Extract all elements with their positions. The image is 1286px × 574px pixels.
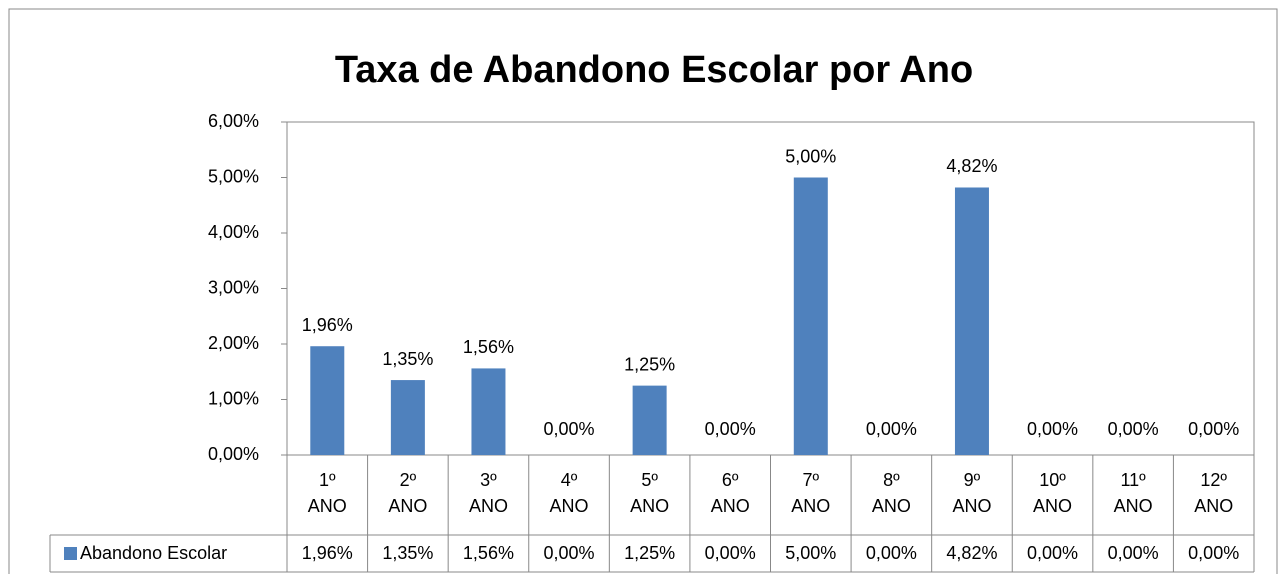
data-label: 0,00% xyxy=(1188,419,1239,439)
table-value: 1,56% xyxy=(462,543,514,563)
x-tick-label: 4º ANO xyxy=(549,470,589,516)
bar xyxy=(471,368,506,455)
data-label: 0,00% xyxy=(866,419,917,439)
table-value: 5,00% xyxy=(785,543,837,563)
data-label: 0,00% xyxy=(544,419,595,439)
data-label: 1,96% xyxy=(302,315,353,335)
bar xyxy=(793,177,828,455)
bar xyxy=(390,380,425,455)
x-tick-label: 12º ANO xyxy=(1194,470,1234,516)
y-tick-label: 6,00% xyxy=(208,111,259,131)
table-value: 0,00% xyxy=(704,543,756,563)
data-label: 5,00% xyxy=(785,146,836,166)
x-tick-label: 1º ANO xyxy=(307,470,347,516)
legend-key xyxy=(64,547,77,560)
data-label: 1,35% xyxy=(382,349,433,369)
table-value: 1,35% xyxy=(382,543,434,563)
x-tick-label: 2º ANO xyxy=(388,470,428,516)
data-label: 0,00% xyxy=(1027,419,1078,439)
table-value: 0,00% xyxy=(1107,543,1159,563)
y-tick-label: 0,00% xyxy=(208,444,259,464)
bar xyxy=(310,346,345,455)
table-value: 0,00% xyxy=(1188,543,1240,563)
x-tick-label: 3º ANO xyxy=(468,470,508,516)
bar xyxy=(954,187,989,456)
table-value: 0,00% xyxy=(1027,543,1079,563)
x-tick-label: 9º ANO xyxy=(952,470,992,516)
data-label: 0,00% xyxy=(1108,419,1159,439)
x-tick-label: 11º ANO xyxy=(1113,470,1153,516)
data-label: 4,82% xyxy=(946,156,997,176)
bar xyxy=(632,385,667,455)
table-value: 1,96% xyxy=(301,543,353,563)
y-tick-label: 3,00% xyxy=(208,277,259,297)
data-label: 0,00% xyxy=(705,419,756,439)
x-tick-label: 7º ANO xyxy=(791,470,831,516)
table-value: 0,00% xyxy=(865,543,917,563)
data-label: 1,25% xyxy=(624,354,675,374)
y-tick-label: 5,00% xyxy=(208,166,259,186)
x-tick-label: 8º ANO xyxy=(871,470,911,516)
chart-title: Taxa de Abandono Escolar por Ano xyxy=(335,49,973,91)
y-tick-label: 2,00% xyxy=(208,333,259,353)
table-value: 4,82% xyxy=(946,543,998,563)
x-tick-label: 5º ANO xyxy=(630,470,670,516)
y-tick-label: 1,00% xyxy=(208,388,259,408)
table-value: 1,25% xyxy=(624,543,676,563)
legend-label: Abandono Escolar xyxy=(80,543,228,563)
chart-border xyxy=(8,8,1278,574)
y-tick-label: 4,00% xyxy=(208,222,259,242)
x-tick-label: 10º ANO xyxy=(1033,470,1073,516)
data-label: 1,56% xyxy=(463,337,514,357)
x-tick-label: 6º ANO xyxy=(710,470,750,516)
table-value: 0,00% xyxy=(543,543,595,563)
